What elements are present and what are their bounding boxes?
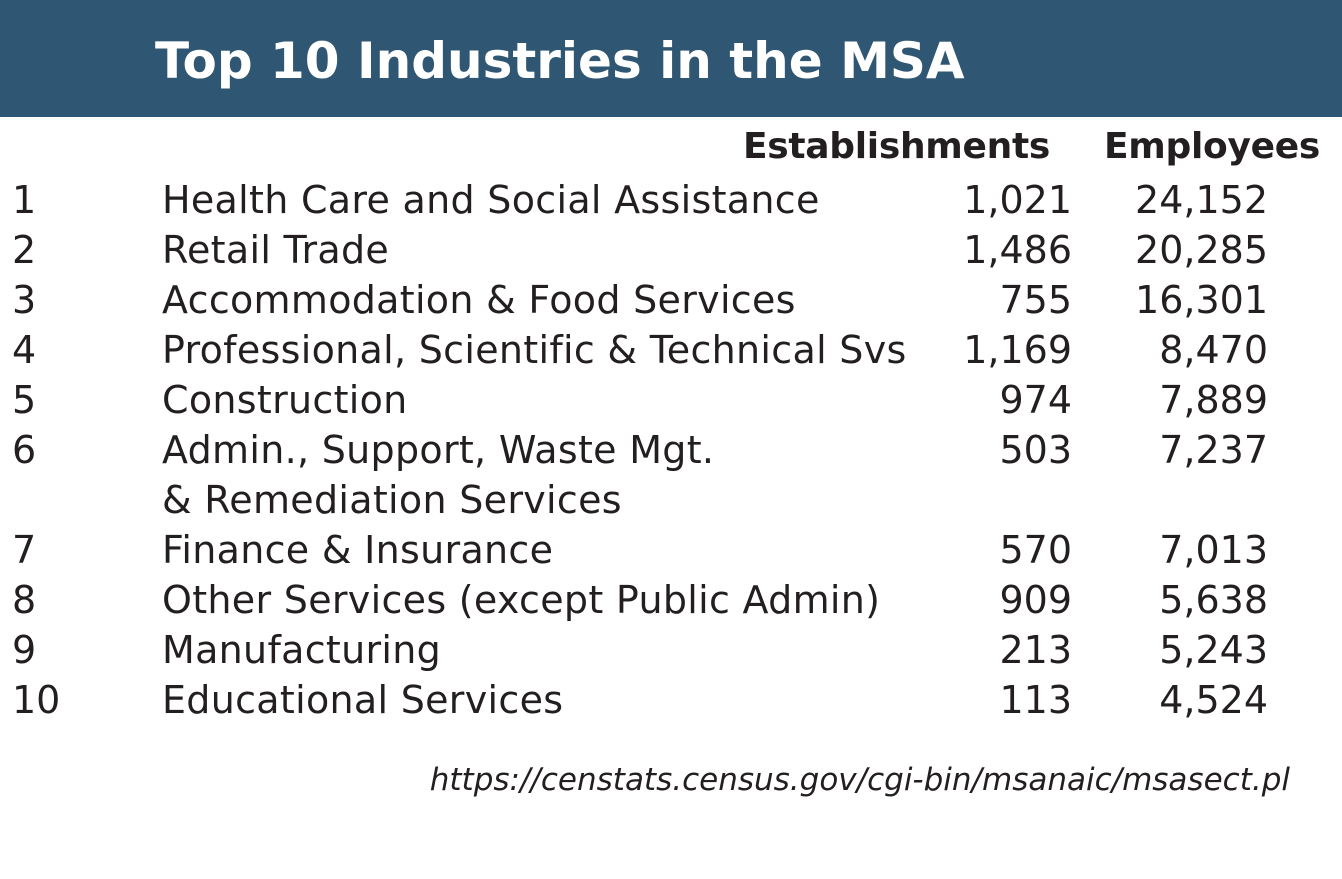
rank-number: 7 — [12, 528, 37, 572]
employees-value: 20,285 — [1135, 228, 1268, 272]
establishments-value: 503 — [999, 428, 1072, 472]
title-bar: Top 10 Industries in the MSA — [0, 0, 1342, 117]
rank-number: 3 — [12, 278, 37, 322]
industry-name: Educational Services — [162, 678, 564, 722]
column-header-establishments: Establishments — [742, 126, 1050, 167]
rank-number: 5 — [12, 378, 37, 422]
employees-value: 16,301 — [1135, 278, 1268, 322]
employees-value: 4,524 — [1159, 678, 1268, 722]
employees-value: 5,638 — [1159, 578, 1268, 622]
employees-value: 24,152 — [1135, 178, 1268, 222]
industry-name: Professional, Scientific & Technical Svs — [162, 328, 907, 372]
rank-number: 6 — [12, 428, 37, 472]
industry-name: Manufacturing — [162, 628, 442, 672]
establishments-value: 570 — [999, 528, 1072, 572]
rank-number: 8 — [12, 578, 37, 622]
industry-name: Construction — [162, 378, 408, 422]
page-title: Top 10 Industries in the MSA — [155, 32, 965, 90]
industry-name: Health Care and Social Assistance — [162, 178, 820, 222]
industry-name-line2: & Remediation Services — [162, 478, 622, 522]
establishments-value: 1,021 — [963, 178, 1072, 222]
employees-value: 7,013 — [1159, 528, 1268, 572]
employees-value: 7,889 — [1159, 378, 1268, 422]
column-header-employees: Employees — [1104, 126, 1320, 167]
rank-number: 1 — [12, 178, 37, 222]
establishments-value: 755 — [999, 278, 1072, 322]
industry-name: Other Services (except Public Admin) — [162, 578, 881, 622]
establishments-value: 213 — [999, 628, 1072, 672]
employees-value: 5,243 — [1159, 628, 1268, 672]
industry-name: Admin., Support, Waste Mgt. — [162, 428, 715, 472]
establishments-value: 113 — [999, 678, 1072, 722]
establishments-value: 909 — [999, 578, 1072, 622]
industry-name: Accommodation & Food Services — [162, 278, 796, 322]
industry-name: Finance & Insurance — [162, 528, 554, 572]
industry-name: Retail Trade — [162, 228, 390, 272]
rank-number: 2 — [12, 228, 37, 272]
source-url: https://censtats.census.gov/cgi-bin/msan… — [429, 762, 1290, 798]
rank-number: 10 — [12, 678, 61, 722]
employees-value: 8,470 — [1159, 328, 1268, 372]
employees-value: 7,237 — [1159, 428, 1268, 472]
rank-number: 4 — [12, 328, 37, 372]
establishments-value: 1,486 — [963, 228, 1072, 272]
rank-number: 9 — [12, 628, 37, 672]
establishments-value: 974 — [999, 378, 1072, 422]
establishments-value: 1,169 — [963, 328, 1072, 372]
